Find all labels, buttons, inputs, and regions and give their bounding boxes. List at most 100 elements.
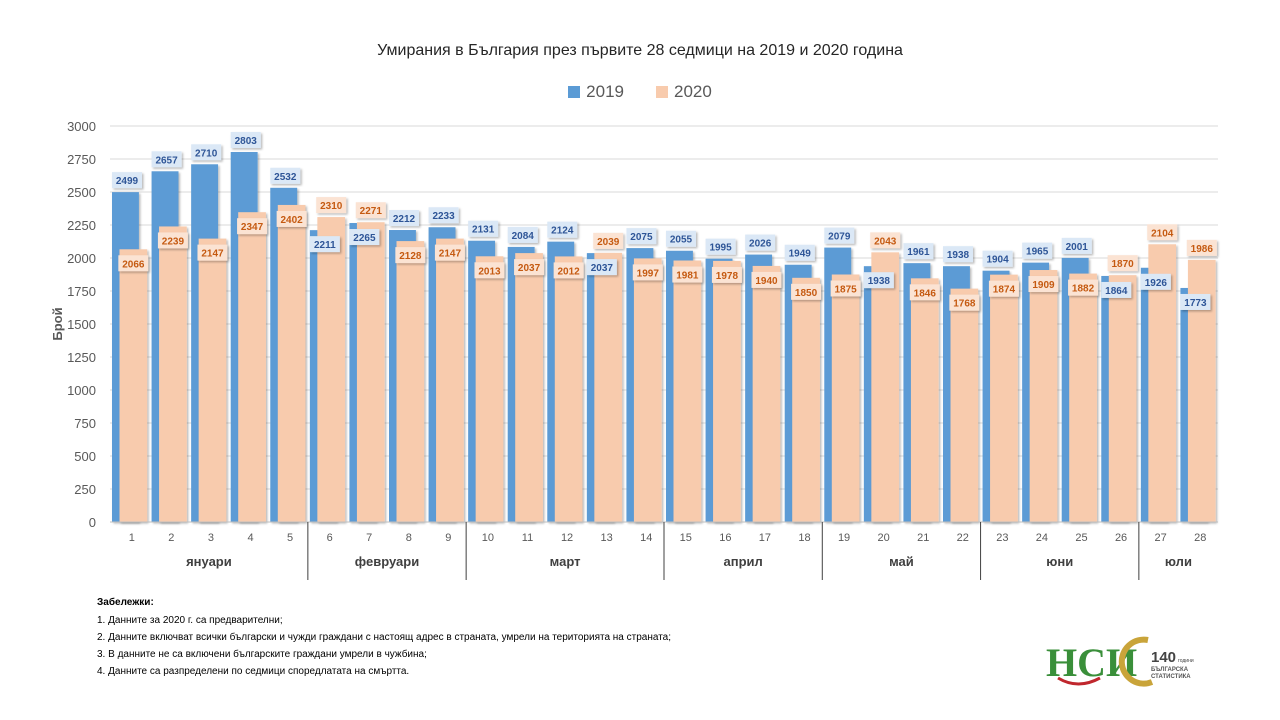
data-labels: 2499 2066 2657 2239 2710 2147 2803 2347 2532 2402… bbox=[112, 132, 1217, 311]
y-axis: 0 250 500 750 1000 1250 1500 1750 2000 2250 2500 27… bbox=[50, 119, 96, 530]
data-label-2020-box bbox=[118, 255, 149, 272]
data-label-2020-box bbox=[1186, 239, 1217, 256]
bar-2020 bbox=[436, 238, 464, 522]
bar-2020 bbox=[515, 253, 543, 522]
y-tick-label: 2500 bbox=[67, 185, 96, 200]
data-label-2020-box bbox=[830, 280, 861, 297]
data-label-2019-box bbox=[784, 244, 815, 261]
data-label-2019: 2710 bbox=[195, 148, 218, 159]
data-label-2019-box bbox=[863, 272, 894, 289]
data-label-2020: 1768 bbox=[953, 299, 976, 310]
data-label-2019-box bbox=[1101, 281, 1132, 298]
data-label-2020: 2039 bbox=[597, 237, 620, 248]
bar-2020 bbox=[1108, 275, 1137, 522]
data-label-2019-box bbox=[586, 259, 617, 276]
data-label-2019-box bbox=[428, 207, 459, 224]
data-label-2020: 1875 bbox=[835, 285, 858, 296]
data-label-2020: 2104 bbox=[1151, 228, 1174, 239]
data-label-2019: 2124 bbox=[551, 226, 574, 237]
x-tick-label: 3 bbox=[208, 532, 214, 544]
notes-title: Забележки: bbox=[97, 597, 154, 608]
data-label-2020: 1978 bbox=[716, 271, 739, 282]
data-label-2019-box bbox=[903, 243, 934, 260]
data-label-2019: 2001 bbox=[1066, 242, 1089, 253]
data-label-2020: 2147 bbox=[439, 249, 462, 260]
y-tick-label: 2250 bbox=[67, 218, 96, 233]
month-label: април bbox=[724, 554, 763, 569]
data-label-2019: 2084 bbox=[512, 231, 535, 242]
data-label-2020-box bbox=[949, 294, 980, 311]
data-label-2019-box bbox=[230, 132, 261, 149]
data-label-2019-box bbox=[943, 246, 973, 263]
bar-2020 bbox=[1029, 270, 1058, 522]
x-tick-label: 2 bbox=[168, 532, 174, 544]
bar-2020 bbox=[673, 260, 702, 522]
data-label-2019-box bbox=[745, 234, 776, 251]
data-label-2019: 1995 bbox=[709, 243, 732, 254]
data-label-2020-box bbox=[157, 232, 188, 249]
bar-2020 bbox=[990, 274, 1018, 522]
data-label-2019-box bbox=[982, 250, 1013, 267]
data-label-2020: 2128 bbox=[399, 251, 422, 262]
data-label-2020-box bbox=[909, 284, 940, 301]
x-tick-label: 15 bbox=[680, 532, 692, 544]
note-4: 4. Данните са разпределени по седмици сп… bbox=[97, 666, 410, 677]
data-label-2020: 1981 bbox=[676, 271, 699, 282]
month-label: февруари bbox=[355, 554, 419, 569]
anniversary-small-text: години bbox=[1178, 658, 1194, 664]
data-label-2020-box bbox=[632, 264, 663, 281]
data-label-2019: 2212 bbox=[393, 214, 416, 225]
anniversary-line1: БЪЛГАРСКА bbox=[1151, 667, 1189, 673]
data-label-2020-box bbox=[237, 218, 268, 235]
legend-item-2020: 2020 bbox=[656, 82, 712, 102]
bar-2020 bbox=[871, 252, 900, 522]
bar-2020 bbox=[1069, 273, 1097, 522]
data-label-2020: 2043 bbox=[874, 236, 897, 247]
month-label: март bbox=[550, 554, 581, 569]
data-label-2020: 2066 bbox=[122, 259, 145, 270]
bar-2020 bbox=[396, 241, 425, 522]
data-label-2019: 2037 bbox=[591, 263, 614, 274]
data-label-2019: 2079 bbox=[828, 232, 851, 243]
data-label-2019: 2657 bbox=[155, 155, 178, 166]
data-label-2019: 1773 bbox=[1184, 298, 1207, 309]
bar-2020 bbox=[198, 238, 227, 522]
x-tick-label: 13 bbox=[601, 532, 613, 544]
data-label-2020-box bbox=[474, 262, 505, 279]
data-label-2019: 2233 bbox=[432, 211, 455, 222]
x-tick-label: 27 bbox=[1155, 532, 1167, 544]
x-axis: 1 2 3 4 5 6 7 8 9 10 11 12 13 14 15 16 17 18 19 20 21 22 23 24 2… bbox=[110, 521, 1218, 580]
bar-2020 bbox=[950, 288, 979, 522]
data-label-2019: 2803 bbox=[235, 136, 258, 147]
data-label-2019-box bbox=[1022, 242, 1053, 259]
data-label-2019-box bbox=[507, 226, 538, 243]
anniversary-logo: 140 години БЪЛГАРСКА СТАТИСТИКА bbox=[1118, 636, 1194, 687]
data-label-2020: 2402 bbox=[281, 215, 304, 226]
data-label-2020-box bbox=[988, 280, 1019, 297]
note-2: 2. Данните включват всички български и ч… bbox=[97, 632, 672, 643]
data-label-2019-box bbox=[112, 172, 142, 189]
x-tick-label: 16 bbox=[719, 532, 731, 544]
data-label-2020: 1874 bbox=[993, 285, 1016, 296]
data-label-2020-box bbox=[751, 271, 782, 288]
data-label-2020: 2037 bbox=[518, 263, 541, 274]
data-label-2019-box bbox=[468, 220, 499, 237]
month-label: юни bbox=[1046, 554, 1073, 569]
bar-2020 bbox=[475, 256, 504, 522]
data-label-2020: 2239 bbox=[162, 236, 185, 247]
bar-2020 bbox=[159, 226, 187, 522]
data-label-2020-box bbox=[791, 283, 822, 300]
data-label-2020-box bbox=[197, 244, 228, 261]
data-label-2020: 2310 bbox=[320, 201, 343, 212]
bar-2020 bbox=[792, 277, 820, 522]
notes: Забележки: 1. Данните за 2020 г. са пред… bbox=[97, 597, 671, 683]
data-label-2019: 1938 bbox=[868, 276, 891, 287]
data-label-2020-box bbox=[672, 266, 703, 283]
data-label-2020: 1882 bbox=[1072, 284, 1095, 295]
x-tick-label: 26 bbox=[1115, 532, 1127, 544]
anniversary-number: 140 bbox=[1151, 649, 1176, 666]
data-label-2019-box bbox=[191, 144, 222, 161]
chart-title: Умирания в България през първите 28 седм… bbox=[377, 42, 903, 59]
bar-2020 bbox=[1148, 244, 1177, 522]
data-label-2020-box bbox=[355, 202, 386, 219]
